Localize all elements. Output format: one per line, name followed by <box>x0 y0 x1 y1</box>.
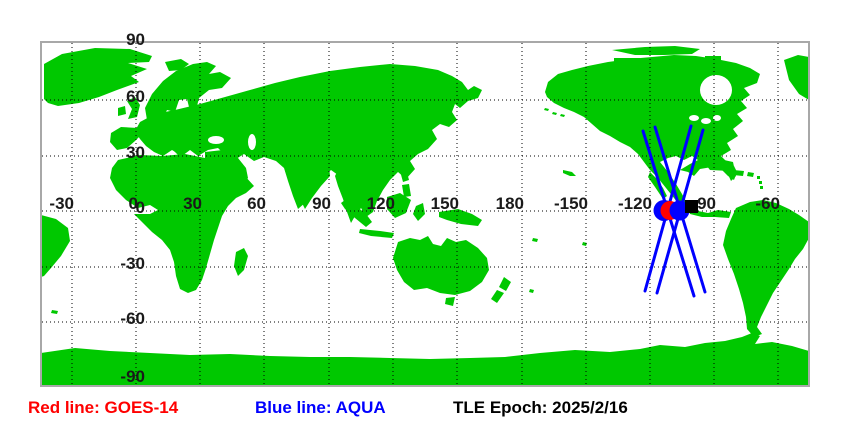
longitude-label: -120 <box>618 194 652 213</box>
landmass-australia <box>393 236 489 295</box>
longitude-label: -30 <box>49 194 74 213</box>
landmass-antarctica <box>41 333 809 386</box>
landmass-hispaniola <box>733 170 754 177</box>
great-lake-2 <box>701 118 711 124</box>
legend-tle-epoch: TLE Epoch: 2025/2/16 <box>453 398 628 417</box>
landmass-indochina <box>335 168 372 223</box>
longitude-label: 0 <box>129 194 138 213</box>
landmass-java <box>359 229 394 238</box>
landmass-ireland <box>118 106 126 116</box>
great-lake-3 <box>713 115 721 121</box>
landmass-philippines <box>400 169 411 197</box>
landmass-brazil-left-edge <box>41 215 70 277</box>
landmass-japan <box>413 111 441 148</box>
landmass-africa <box>110 154 254 293</box>
landmass-greenland-east <box>784 55 809 100</box>
latitude-label: 90 <box>126 30 145 49</box>
longitude-label: -60 <box>755 194 780 213</box>
legend-goes14: Red line: GOES-14 <box>28 398 179 417</box>
latitude-label: -30 <box>120 254 145 273</box>
landmass-india <box>285 157 330 209</box>
graticule <box>42 43 808 385</box>
great-lake-1 <box>689 115 699 121</box>
longitude-label: 180 <box>496 194 524 213</box>
latitude-label: -60 <box>120 309 145 328</box>
landmass-arctic-islands <box>612 46 722 76</box>
landmass-south-america <box>723 200 809 337</box>
landmass-florida <box>724 160 736 181</box>
landmass-greenland <box>44 48 152 106</box>
longitude-label: 120 <box>367 194 395 213</box>
map-frame <box>40 41 810 387</box>
landmass-tasmania <box>445 297 455 306</box>
landmass-svalbard <box>165 59 189 71</box>
legend-aqua: Blue line: AQUA <box>255 398 386 417</box>
landmass-iceland <box>95 86 109 94</box>
black-sea <box>208 136 224 144</box>
satellite-tracks <box>641 124 707 298</box>
landmass-central-america <box>688 208 731 218</box>
latitude-label: 60 <box>126 87 145 106</box>
latitude-label: 30 <box>126 143 145 162</box>
landmass-north-america <box>545 55 760 213</box>
longitude-label: 60 <box>247 194 266 213</box>
grid-labels: -30 0 30 60 90 120 150 180 -150 -120 -90 -60 90 60 30 0… <box>49 30 780 386</box>
longitude-label: -150 <box>554 194 588 213</box>
landmass-eurasia <box>135 64 482 217</box>
landmass-cuba <box>706 165 730 171</box>
longitude-label: 30 <box>183 194 202 213</box>
latitude-label: 0 <box>136 198 145 217</box>
landmass-sakhalin <box>442 102 449 124</box>
longitude-label: 90 <box>312 194 331 213</box>
overprint-label-blob <box>685 200 698 213</box>
landmass-sumatra <box>341 200 372 227</box>
landmass-madagascar <box>234 248 248 276</box>
longitude-label: 150 <box>431 194 459 213</box>
aqua-position-dot <box>669 200 690 221</box>
caspian-sea <box>248 134 256 150</box>
landmass-uk <box>127 97 140 119</box>
latitude-label: -90 <box>120 367 145 386</box>
landmass-sulawesi <box>413 203 425 221</box>
hudson-bay <box>700 75 732 105</box>
landmass-iberia <box>110 127 142 150</box>
landmass-new-zealand <box>491 277 511 303</box>
landmasses <box>41 46 809 386</box>
landmass-new-guinea <box>439 209 482 226</box>
landmass-scandinavia <box>145 62 231 122</box>
landmass-antilles <box>757 176 763 189</box>
